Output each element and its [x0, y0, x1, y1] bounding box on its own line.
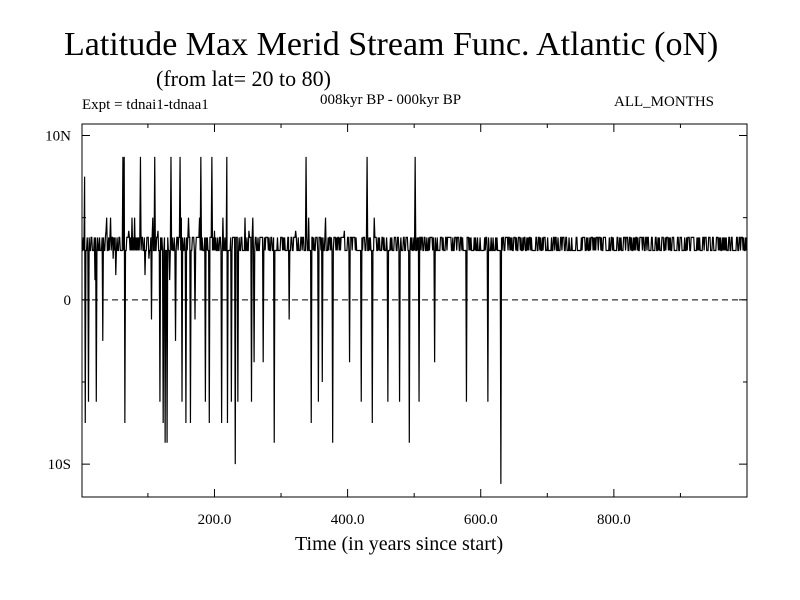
x-tick-label: 400.0 [331, 512, 365, 528]
chart-title: Latitude Max Merid Stream Func. Atlantic… [64, 26, 719, 63]
chart-subtitle: (from lat= 20 to 80) [156, 66, 331, 91]
y-tick-label: 0 [64, 293, 72, 309]
x-axis-label: Time (in years since start) [295, 533, 504, 555]
months-label: ALL_MONTHS [614, 94, 714, 110]
y-tick-label: 10S [48, 457, 71, 473]
x-tick-label: 200.0 [198, 512, 232, 528]
period-label: 008kyr BP - 000kyr BP [320, 92, 462, 108]
y-tick-label: 10N [45, 129, 71, 145]
x-tick-labels: 200.0 400.0 600.0 800.0 [198, 512, 631, 528]
x-tick-label: 800.0 [597, 512, 631, 528]
x-tick-label: 600.0 [464, 512, 498, 528]
experiment-label: Expt = tdnai1-tdnaa1 [82, 97, 209, 113]
series-line [82, 156, 748, 484]
y-tick-labels: 10N 0 10S [45, 129, 71, 474]
series-group [82, 156, 748, 484]
